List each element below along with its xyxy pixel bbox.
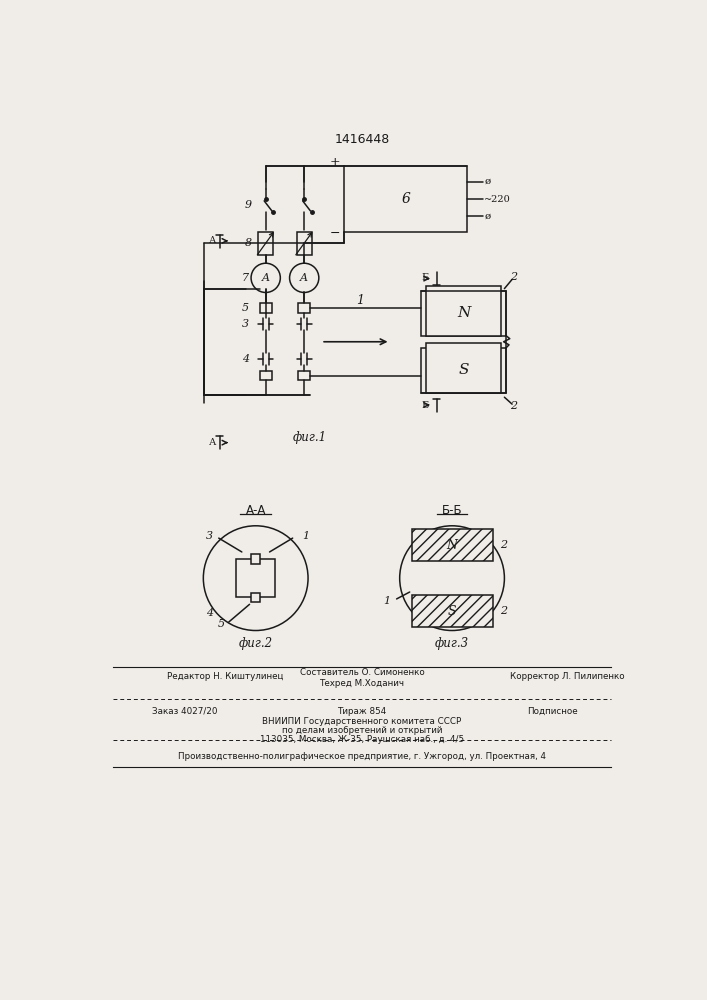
Text: A: A [262,273,269,283]
Text: A: A [300,273,308,283]
Text: Техред М.Ходанич: Техред М.Ходанич [320,679,404,688]
Text: 8: 8 [245,238,252,248]
Bar [421,348,506,393]
Circle shape [251,263,281,292]
Text: ВНИИПИ Государственного комитета СССР: ВНИИПИ Государственного комитета СССР [262,717,462,726]
Text: Корректор Л. Пилипенко: Корректор Л. Пилипенко [510,672,625,681]
Text: А-А: А-А [245,504,266,517]
Text: А: А [209,438,216,447]
Bar [421,291,506,336]
Bar [412,595,493,627]
Text: 5: 5 [218,619,225,629]
Text: ~220: ~220 [484,195,511,204]
Text: 3: 3 [242,319,249,329]
Text: фиг.1: фиг.1 [293,431,327,444]
Text: фиг.3: фиг.3 [435,637,469,650]
Bar [412,529,493,561]
Bar [344,166,467,232]
Text: Тираж 854: Тираж 854 [337,707,387,716]
Text: 2: 2 [510,272,518,282]
Text: ø: ø [484,177,491,186]
Text: 3: 3 [206,531,214,541]
Bar [259,303,272,312]
Text: 5: 5 [242,303,249,313]
Text: Составитель О. Симоненко: Составитель О. Симоненко [300,668,424,677]
Text: S: S [448,605,456,618]
Text: 2: 2 [500,540,507,550]
Bar [298,371,310,380]
Bar [258,232,274,255]
Text: Б-Б: Б-Б [442,504,462,517]
Bar [251,593,260,602]
Text: 4: 4 [242,354,249,364]
Bar [298,303,310,312]
Text: ø: ø [484,212,491,221]
Text: 2: 2 [500,606,507,616]
Bar [296,232,312,255]
Circle shape [290,263,319,292]
Text: N: N [447,539,457,552]
Text: 1: 1 [356,294,363,307]
Text: 6: 6 [402,192,410,206]
Text: 7: 7 [242,273,249,283]
Text: А: А [209,236,216,245]
Text: 113035, Москва, Ж-35, Раушская наб., д. 4/5: 113035, Москва, Ж-35, Раушская наб., д. … [260,735,464,744]
Text: −: − [330,227,340,240]
Text: Заказ 4027/20: Заказ 4027/20 [152,707,217,716]
Bar [426,343,501,393]
Text: Редактор Н. Киштулинец: Редактор Н. Киштулинец [167,672,284,681]
Text: 2: 2 [510,401,518,411]
Text: S: S [458,363,469,377]
Text: 1: 1 [302,531,309,541]
Text: 1: 1 [383,596,390,606]
Bar [251,554,260,564]
Bar [236,559,275,597]
Text: 9: 9 [245,200,252,210]
Text: Б: Б [421,273,429,282]
Text: Подписное: Подписное [527,707,578,716]
Text: Производственно-полиграфическое предприятие, г. Ужгород, ул. Проектная, 4: Производственно-полиграфическое предприя… [178,752,546,761]
Text: фиг.2: фиг.2 [239,637,273,650]
Text: Б: Б [421,401,429,410]
Text: +: + [329,156,340,169]
Bar [426,286,501,336]
Text: N: N [457,306,470,320]
Bar [259,371,272,380]
Text: 1416448: 1416448 [334,133,390,146]
Text: 4: 4 [206,608,214,618]
Text: по делам изобретений и открытий: по делам изобретений и открытий [281,726,442,735]
